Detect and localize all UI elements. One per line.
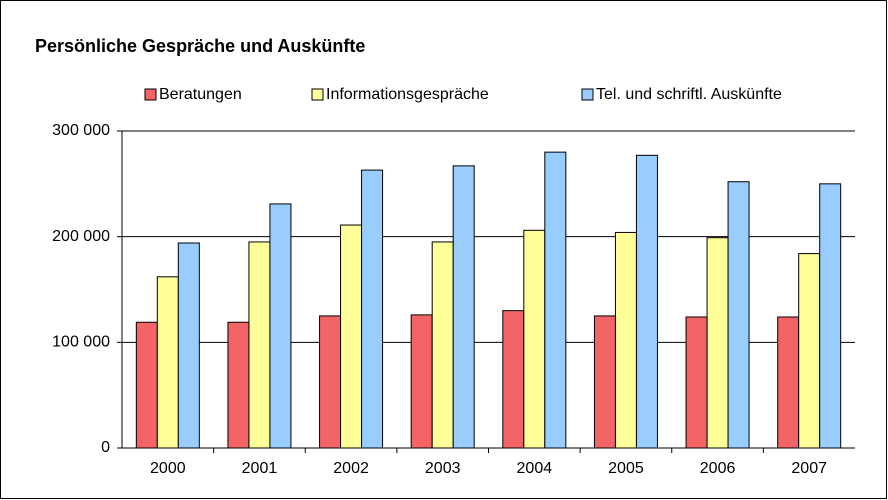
bar <box>635 154 658 449</box>
bar <box>269 203 292 449</box>
x-tick-label: 2007 <box>791 460 827 477</box>
x-tick-label: 2001 <box>242 460 278 477</box>
legend-label: Beratungen <box>159 86 242 103</box>
x-tick-label: 2002 <box>333 460 369 477</box>
bar <box>248 241 271 449</box>
bar <box>706 237 729 449</box>
y-tick-label: 300 000 <box>52 122 110 139</box>
bar <box>502 310 525 449</box>
bar <box>614 231 637 449</box>
bar <box>798 253 821 449</box>
legend-swatch <box>311 88 324 101</box>
x-tick-label: 2000 <box>150 460 186 477</box>
bar <box>177 242 200 449</box>
bar <box>410 314 433 449</box>
x-tick-label: 2003 <box>425 460 461 477</box>
bar <box>319 315 342 449</box>
bar <box>361 169 384 449</box>
legend-swatch <box>581 88 594 101</box>
bar <box>431 241 454 449</box>
bar <box>340 224 363 449</box>
bar <box>544 151 567 449</box>
bar <box>593 315 616 449</box>
bar <box>523 229 546 449</box>
x-tick-label: 2006 <box>700 460 736 477</box>
bar <box>452 165 475 449</box>
x-tick-label: 2005 <box>608 460 644 477</box>
chart-title: Persönliche Gespräche und Auskünfte <box>35 36 365 56</box>
y-tick-label: 200 000 <box>52 228 110 245</box>
bar <box>819 183 842 449</box>
bar <box>135 321 158 449</box>
bar <box>685 316 708 449</box>
bar <box>777 316 800 449</box>
legend-label: Informationsgespräche <box>326 86 489 103</box>
bar <box>227 321 250 449</box>
legend-label: Tel. und schriftl. Auskünfte <box>596 86 782 103</box>
bar <box>727 181 750 449</box>
legend-swatch <box>144 88 157 101</box>
y-tick-label: 0 <box>101 439 110 456</box>
bar <box>156 276 179 449</box>
y-tick-label: 100 000 <box>52 334 110 351</box>
x-tick-label: 2004 <box>517 460 553 477</box>
